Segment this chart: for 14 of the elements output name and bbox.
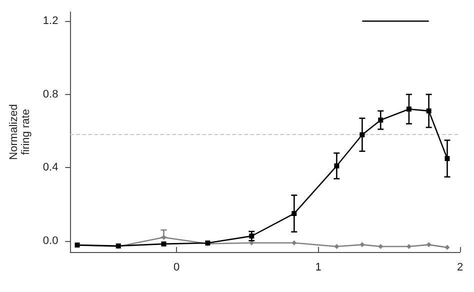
point xyxy=(161,241,166,246)
y-axis-title: Normalized firing rate xyxy=(8,104,32,160)
x-tick-label: 0 xyxy=(173,262,180,274)
y-tick-label: 0.0 xyxy=(42,235,58,248)
x-tick-label: 1 xyxy=(315,262,322,274)
point xyxy=(292,240,297,246)
point xyxy=(334,244,340,250)
point xyxy=(426,242,432,248)
point xyxy=(360,242,365,248)
x-tick-label: 2 xyxy=(456,262,464,274)
y-tick-label: 0.8 xyxy=(42,88,58,100)
y-tick-label: 1.2 xyxy=(42,15,58,28)
point xyxy=(444,244,450,250)
y-tick-label: 0.4 xyxy=(42,162,58,174)
